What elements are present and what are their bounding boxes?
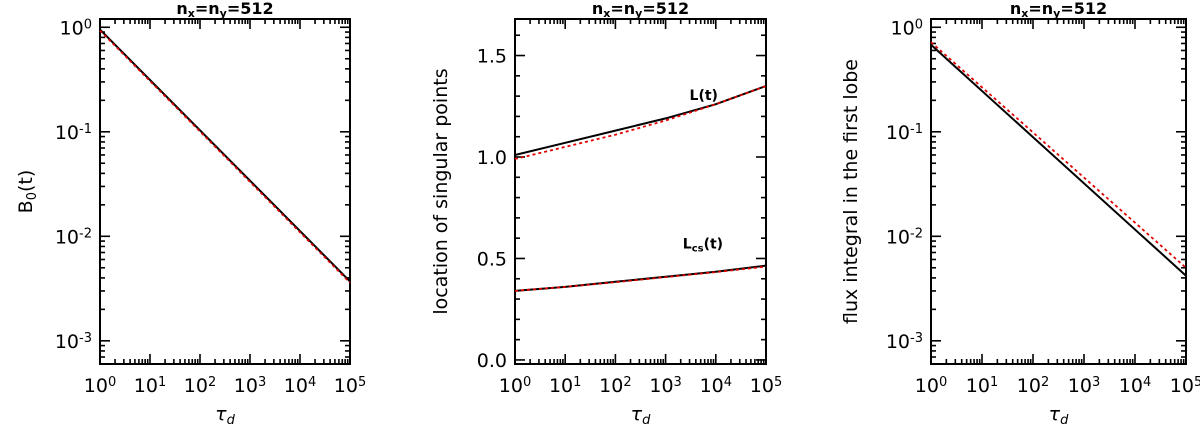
x-tick-label: 104 [1119, 375, 1151, 397]
red-dashed-series-line-2 [514, 85, 767, 160]
y-tick-label: 1.0 [477, 147, 507, 169]
x-tick-label: 101 [134, 375, 166, 397]
y-tick-label: 10-2 [55, 226, 92, 248]
x-tick-label: 103 [649, 375, 681, 397]
y-tick-label: 100 [60, 17, 92, 39]
black-solid-series-line-1 [514, 85, 767, 156]
plot-frame [514, 18, 767, 365]
x-tick-label: 102 [599, 375, 631, 397]
y-tick-label: 10-3 [55, 331, 92, 353]
y-tick-label: 0.0 [477, 350, 507, 372]
y-tick-label: 10-1 [55, 122, 92, 144]
red-dashed-series-line-2 [99, 29, 351, 284]
x-tick-label: 102 [1017, 375, 1049, 397]
x-tick-label: 103 [234, 375, 266, 397]
chart-panel-1: nx​=ny​=512 100 101 102 103 104 105 100 10-1 10-2… [15, 0, 366, 428]
x-tick-label: 100 [915, 375, 947, 397]
x-tick-label: 100 [499, 375, 531, 397]
y-axis-label: flux integral in the first lobe [840, 59, 862, 324]
x-tick-label: 105 [1170, 375, 1200, 397]
x-axis-label: τd​ [1049, 403, 1069, 428]
y-tick-label: 10-1 [886, 122, 923, 144]
x-tick-label: 100 [84, 375, 116, 397]
x-tick-label: 101 [549, 375, 581, 397]
chart-panel-3: nx​=ny​=512 100 101 102 103 104 105 100 10-1 10-2… [840, 0, 1200, 428]
black-solid-series-line-1 [930, 44, 1187, 277]
y-tick-label: 1.5 [477, 46, 507, 68]
x-tick-label: 105 [334, 375, 366, 397]
curve-annotation: L(t) [690, 88, 718, 104]
chart-title: nx​=ny​=512 [1010, 0, 1107, 20]
plot-frame [930, 18, 1187, 365]
y-axis-label: B0​(t) [15, 170, 40, 214]
x-tick-label: 105 [750, 375, 782, 397]
x-tick-label: 101 [966, 375, 998, 397]
y-axis-label: location of singular points [430, 68, 452, 314]
chart-title: nx​=ny​=512 [176, 0, 273, 20]
y-tick-label: 0.5 [477, 248, 507, 270]
red-dashed-series-line-4 [514, 265, 767, 292]
x-tick-label: 102 [184, 375, 216, 397]
y-tick-label: 10-3 [886, 331, 923, 353]
x-axis-label: τd​ [631, 403, 651, 428]
x-tick-label: 103 [1068, 375, 1100, 397]
red-dashed-series-line-2 [930, 41, 1187, 269]
plot-frame [99, 18, 351, 365]
chart-title: nx​=ny​=512 [592, 0, 689, 20]
y-tick-label: 100 [891, 17, 923, 39]
chart-panel-2: nx​=ny​=512 100 101 102 103 104 105 0.0 0.5 1.0 1.… [430, 0, 782, 428]
x-tick-label: 104 [284, 375, 316, 397]
x-axis-label: τd​ [215, 403, 235, 428]
x-tick-label: 104 [700, 375, 732, 397]
curve-annotation: Lcs​(t) [683, 236, 723, 254]
y-tick-label: 10-2 [886, 226, 923, 248]
